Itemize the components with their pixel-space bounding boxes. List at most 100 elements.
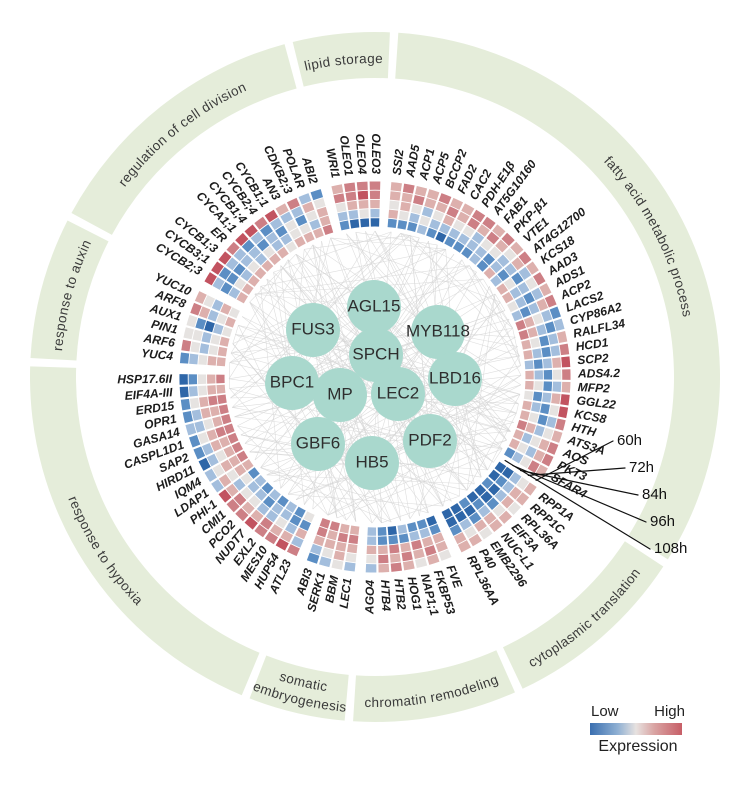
heatmap-cell	[215, 449, 227, 462]
heatmap-cell	[241, 239, 255, 253]
category-arc	[249, 655, 349, 721]
heatmap-cell	[438, 193, 452, 205]
heatmap-cell	[198, 385, 208, 396]
gene-label: ARF6	[142, 331, 177, 350]
heatmap-cell	[370, 218, 380, 227]
heatmap-cell	[387, 526, 397, 536]
heatmap-cell	[216, 357, 226, 367]
heatmap-cell	[269, 489, 281, 501]
heatmap-cell	[291, 206, 304, 219]
heatmap-cell	[467, 217, 481, 230]
heatmap-cell	[209, 406, 220, 417]
time-leader-line	[527, 467, 626, 476]
heatmap-cell	[435, 231, 447, 243]
network-edge	[469, 265, 513, 329]
heatmap-cell	[555, 418, 566, 431]
heatmap-cell	[193, 446, 206, 460]
heatmap-cell	[250, 509, 264, 523]
heatmap-cell	[458, 497, 471, 509]
heatmap-cell	[289, 514, 302, 527]
heatmap-cell	[254, 474, 267, 487]
heatmap-cell	[546, 442, 559, 455]
network-node-label: LEC2	[377, 383, 420, 402]
heatmap-cell	[474, 484, 487, 497]
network-edge	[304, 235, 411, 250]
heatmap-cell	[265, 509, 279, 523]
heatmap-cell	[216, 374, 225, 384]
heatmap-cell	[456, 211, 470, 224]
time-point-leaders: 60h 72h 84h 96h 108h	[504, 432, 687, 557]
heatmap-cell	[496, 283, 509, 295]
heatmap-cell	[218, 474, 232, 488]
network-node	[411, 305, 465, 359]
heatmap-cell	[313, 535, 325, 547]
heatmap-cell	[210, 334, 221, 345]
heatmap-cell	[441, 508, 453, 520]
network-node-label: PDF2	[408, 430, 451, 449]
heatmap-cell	[212, 464, 225, 477]
gene-label: ERD15	[135, 398, 176, 417]
heatmap-cell	[398, 210, 410, 221]
heatmap-cell	[511, 451, 524, 464]
expression-gradient-bar	[590, 723, 682, 735]
heatmap-cell	[275, 538, 289, 551]
gene-label: EIF4A-III	[124, 385, 174, 403]
heatmap-cell	[468, 511, 482, 525]
heatmap-cell	[398, 533, 410, 544]
heatmap-cell	[285, 241, 298, 253]
heatmap-cell	[271, 239, 284, 252]
heatmap-cell	[190, 341, 201, 353]
heatmap-cell	[324, 538, 336, 550]
heatmap-cell	[247, 275, 260, 287]
heatmap-cell	[416, 224, 428, 235]
heatmap-cell	[541, 346, 551, 358]
heatmap-cell	[494, 489, 508, 503]
heatmap-cell	[557, 331, 568, 343]
heatmap-cell	[254, 488, 268, 501]
heatmap-cell	[426, 227, 438, 239]
heatmap-cell	[490, 275, 503, 287]
heatmap-cell	[188, 386, 198, 397]
heatmap-cell	[389, 200, 400, 210]
heatmap-cell	[234, 464, 247, 477]
heatmap-cell	[213, 323, 224, 335]
heatmap-cell	[542, 392, 552, 403]
heatmap-cell	[194, 420, 206, 433]
heatmap-cell	[188, 374, 198, 385]
heatmap-cell	[321, 547, 334, 559]
network-nodes: AGL15 FUS3 MYB118 SPCH BPC1 MP LEC2 LBD16 GBF6 PD…	[265, 280, 482, 490]
network-edge	[327, 354, 377, 516]
network-edge	[409, 355, 520, 519]
heatmap-cell	[504, 263, 517, 276]
network-node-label: LBD16	[429, 368, 481, 387]
heatmap-cell	[543, 381, 553, 392]
heatmap-cell	[496, 254, 510, 268]
heatmap-cell	[220, 282, 233, 295]
heatmap-cell	[220, 459, 233, 473]
heatmap-cell	[464, 526, 477, 539]
category-arc	[395, 32, 721, 560]
heatmap-cell	[390, 182, 402, 192]
heatmap-cell	[389, 553, 401, 563]
heatmap-cell	[179, 386, 189, 398]
heatmap-cell	[218, 266, 232, 280]
heatmap-cell	[474, 519, 487, 532]
category-label: cytoplasmic translation	[526, 565, 644, 670]
network-edge	[228, 244, 314, 379]
heatmap-cell	[225, 316, 236, 328]
heatmap-cell	[199, 343, 210, 354]
heatmap-cell	[182, 411, 193, 423]
heatmap-cell	[388, 209, 399, 219]
heatmap-cell	[503, 447, 516, 459]
time-label: 72h	[629, 459, 654, 476]
heatmap-cell	[180, 398, 191, 411]
heatmap-cell	[179, 374, 188, 385]
heatmap-cell	[233, 263, 246, 276]
heatmap-cell	[552, 369, 562, 380]
heatmap-cell	[194, 291, 207, 305]
heatmap-cell	[189, 353, 199, 365]
network-node-label: AGL15	[348, 296, 401, 315]
heatmap-cell	[306, 552, 320, 564]
heatmap-cell	[378, 563, 390, 573]
network-node-label: MYB118	[406, 321, 470, 340]
